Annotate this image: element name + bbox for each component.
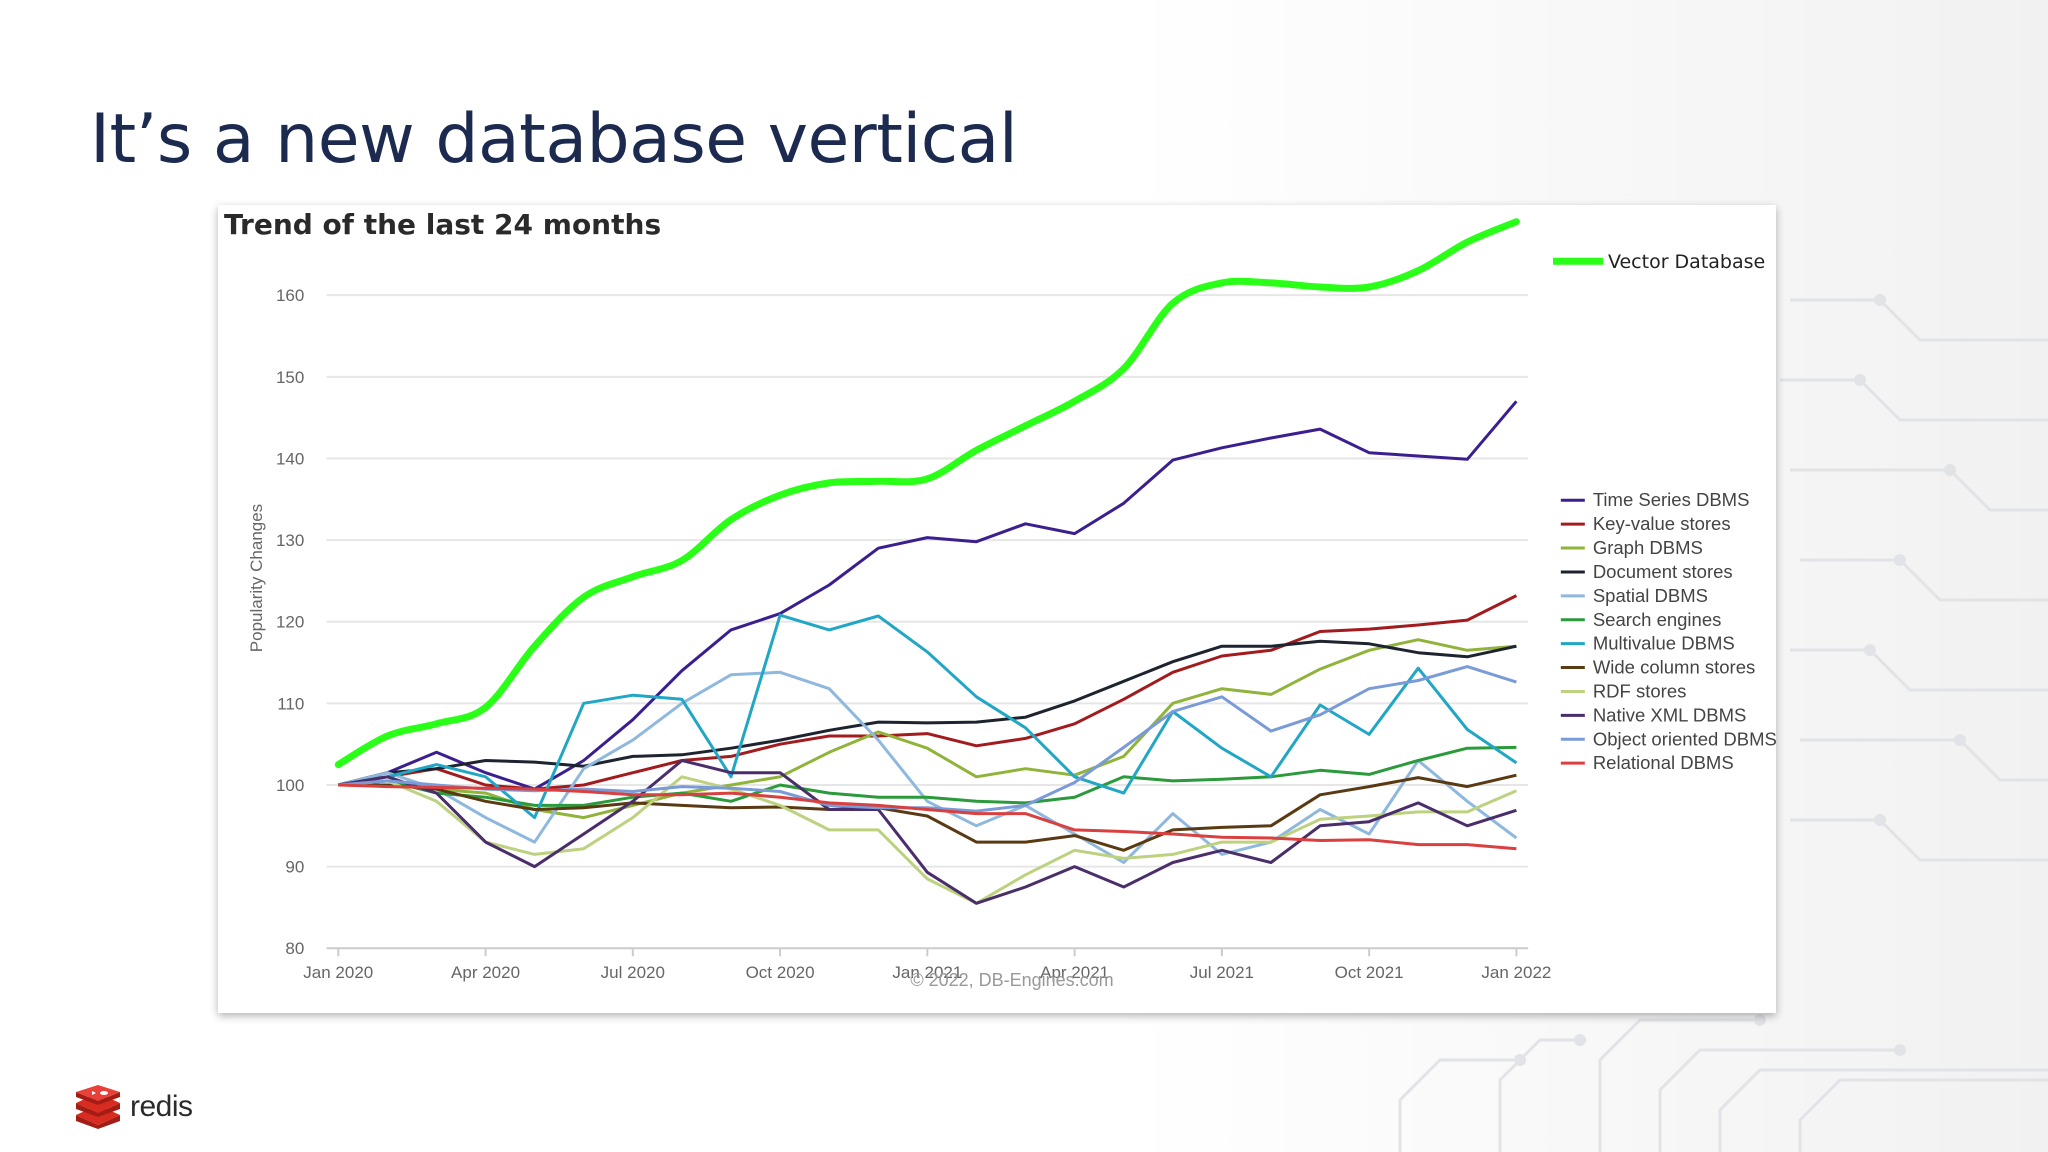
x-tick-label: Jul 2021 (1190, 963, 1254, 982)
slide-title: It’s a new database vertical (90, 100, 1018, 179)
legend-label: Search engines (1593, 609, 1722, 630)
x-tick-label: Jan 2022 (1481, 963, 1551, 982)
chart-title: Trend of the last 24 months (224, 208, 661, 241)
legend-label: Object oriented DBMS (1593, 728, 1776, 749)
y-tick-label: 160 (276, 286, 304, 305)
series-line (337, 639, 1517, 787)
series-line (338, 773, 1517, 852)
legend-label: Time Series DBMS (1593, 489, 1750, 510)
series-line (338, 745, 1517, 807)
legend-label: Multivalue DBMS (1593, 633, 1735, 654)
legend-label: Document stores (1593, 561, 1733, 582)
legend-label: RDF stores (1593, 680, 1687, 701)
x-tick-label: Oct 2021 (1335, 963, 1404, 982)
series-line (338, 783, 1517, 851)
legend-label: Native XML DBMS (1593, 704, 1747, 725)
y-tick-label: 80 (285, 939, 304, 958)
brand-logo: redis (74, 1085, 193, 1129)
legend-label: Relational DBMS (1593, 752, 1734, 773)
series-line (338, 613, 1518, 820)
x-tick-label: Oct 2020 (746, 963, 815, 982)
y-tick-label: 100 (276, 776, 304, 795)
y-tick-label: 120 (276, 613, 304, 632)
series-line (337, 670, 1518, 864)
x-tick-label: Apr 2021 (1040, 963, 1109, 982)
vector-database-line (334, 218, 1520, 769)
credit-label: © 2022, DB-Engines.com (910, 970, 1113, 990)
legend-label: Wide column stores (1593, 657, 1755, 678)
y-tick-label: 150 (276, 368, 304, 387)
legend-label: Key-value stores (1593, 513, 1731, 534)
x-tick-label: Jan 2020 (303, 963, 373, 982)
y-tick-label: 90 (285, 858, 304, 877)
series-line (338, 759, 1517, 905)
redis-logo-icon (76, 1085, 120, 1129)
vector-database-legend-label: Vector Database (1608, 251, 1765, 273)
x-tick-label: Jan 2021 (892, 963, 962, 982)
chart-card: Trend of the last 24 months 80 90 100 110 12… (218, 205, 1776, 1013)
x-tick-label: Jul 2020 (601, 963, 665, 982)
y-tick-label: 140 (276, 449, 304, 468)
y-tick-label: 130 (276, 531, 304, 550)
legend-label: Spatial DBMS (1593, 585, 1708, 606)
series-line (338, 665, 1517, 813)
y-tick-label: 110 (277, 694, 304, 713)
brand-name: redis (130, 1090, 193, 1123)
y-axis-label: Popularity Changes (247, 504, 266, 652)
series-line (338, 775, 1517, 905)
legend-label: Graph DBMS (1593, 537, 1703, 558)
x-tick-label: Apr 2020 (451, 963, 520, 982)
series-line (337, 400, 1518, 791)
line-chart: Trend of the last 24 months 80 90 100 110 12… (224, 208, 1776, 990)
